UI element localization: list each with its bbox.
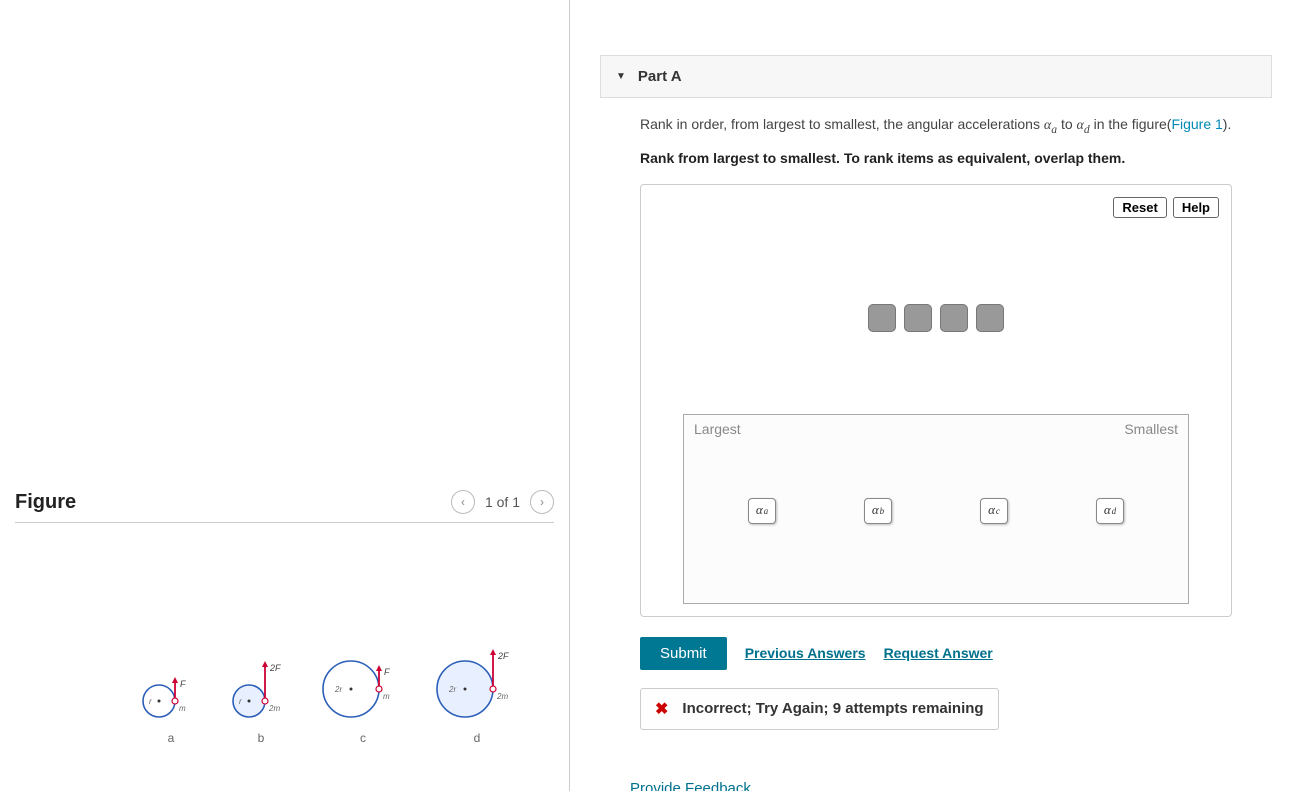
figure-next-button[interactable]: › <box>530 490 554 514</box>
help-button[interactable]: Help <box>1173 197 1219 218</box>
alpha-chip-a[interactable]: αa <box>748 498 776 524</box>
disk-label: d <box>474 731 481 745</box>
disk-c: F 2r m c <box>315 629 411 745</box>
incorrect-icon: ✖ <box>655 699 668 719</box>
actions-row: Submit Previous Answers Request Answer <box>640 637 1232 670</box>
source-slot[interactable] <box>940 304 968 332</box>
disk-label: c <box>360 731 366 745</box>
provide-feedback-link[interactable]: Provide Feedback <box>630 780 1272 791</box>
submit-button[interactable]: Submit <box>640 637 727 670</box>
source-slot[interactable] <box>976 304 1004 332</box>
svg-text:m: m <box>383 692 390 701</box>
svg-text:m: m <box>179 704 186 713</box>
svg-text:2m: 2m <box>268 704 280 713</box>
source-slot[interactable] <box>904 304 932 332</box>
right-panel: ▼ Part A Rank in order, from largest to … <box>570 0 1302 791</box>
alpha-chip-d[interactable]: αd <box>1096 498 1124 524</box>
ranking-canvas: Largest Smallest αa αb αc αd <box>653 224 1219 604</box>
svg-text:2m: 2m <box>496 692 508 701</box>
disk-b: 2F r 2m b <box>225 637 297 745</box>
svg-text:r: r <box>239 697 242 706</box>
drop-zone[interactable]: Largest Smallest αa αb αc αd <box>683 414 1189 604</box>
feedback-text: Incorrect; Try Again; 9 attempts remaini… <box>682 700 983 717</box>
figure-header: Figure ‹ 1 of 1 › <box>15 490 554 523</box>
figure-nav: ‹ 1 of 1 › <box>451 490 554 514</box>
reset-button[interactable]: Reset <box>1113 197 1166 218</box>
figure-count: 1 of 1 <box>485 494 520 510</box>
alpha-chip-b[interactable]: αb <box>864 498 892 524</box>
ranking-widget: Reset Help Largest Smallest αa αb αc αd <box>640 184 1232 617</box>
svg-text:2r: 2r <box>334 685 342 694</box>
svg-text:F: F <box>180 679 186 689</box>
svg-text:2r: 2r <box>448 685 456 694</box>
drop-label-smallest: Smallest <box>1124 421 1178 437</box>
left-panel: Figure ‹ 1 of 1 › F r m a 2F r 2m b F 2r… <box>0 0 570 791</box>
instruction-text: Rank in order, from largest to smallest,… <box>640 116 1044 132</box>
svg-text:r: r <box>149 697 152 706</box>
svg-text:2F: 2F <box>497 651 509 661</box>
disk-label: b <box>258 731 265 745</box>
part-title: Part A <box>638 68 682 85</box>
drop-label-largest: Largest <box>694 421 741 437</box>
previous-answers-link[interactable]: Previous Answers <box>745 645 866 661</box>
collapse-icon: ▼ <box>616 71 626 82</box>
request-answer-link[interactable]: Request Answer <box>884 645 993 661</box>
instructions: Rank in order, from largest to smallest,… <box>600 98 1272 166</box>
figure-diagram: F r m a 2F r 2m b F 2r m c 2F 2r 2m d <box>15 613 554 745</box>
disk-a: F r m a <box>135 653 207 745</box>
svg-text:F: F <box>384 667 390 677</box>
alpha-chip-c[interactable]: αc <box>980 498 1008 524</box>
feedback-box: ✖ Incorrect; Try Again; 9 attempts remai… <box>640 688 999 730</box>
svg-text:2F: 2F <box>269 663 281 673</box>
source-slot[interactable] <box>868 304 896 332</box>
figure-link[interactable]: Figure 1 <box>1171 116 1222 132</box>
figure-prev-button[interactable]: ‹ <box>451 490 475 514</box>
disk-label: a <box>168 731 175 745</box>
figure-title: Figure <box>15 491 76 514</box>
part-header[interactable]: ▼ Part A <box>600 55 1272 98</box>
source-items-row <box>868 304 1004 332</box>
instruction-bold: Rank from largest to smallest. To rank i… <box>640 150 1125 166</box>
disk-d: 2F 2r 2m d <box>429 613 525 745</box>
